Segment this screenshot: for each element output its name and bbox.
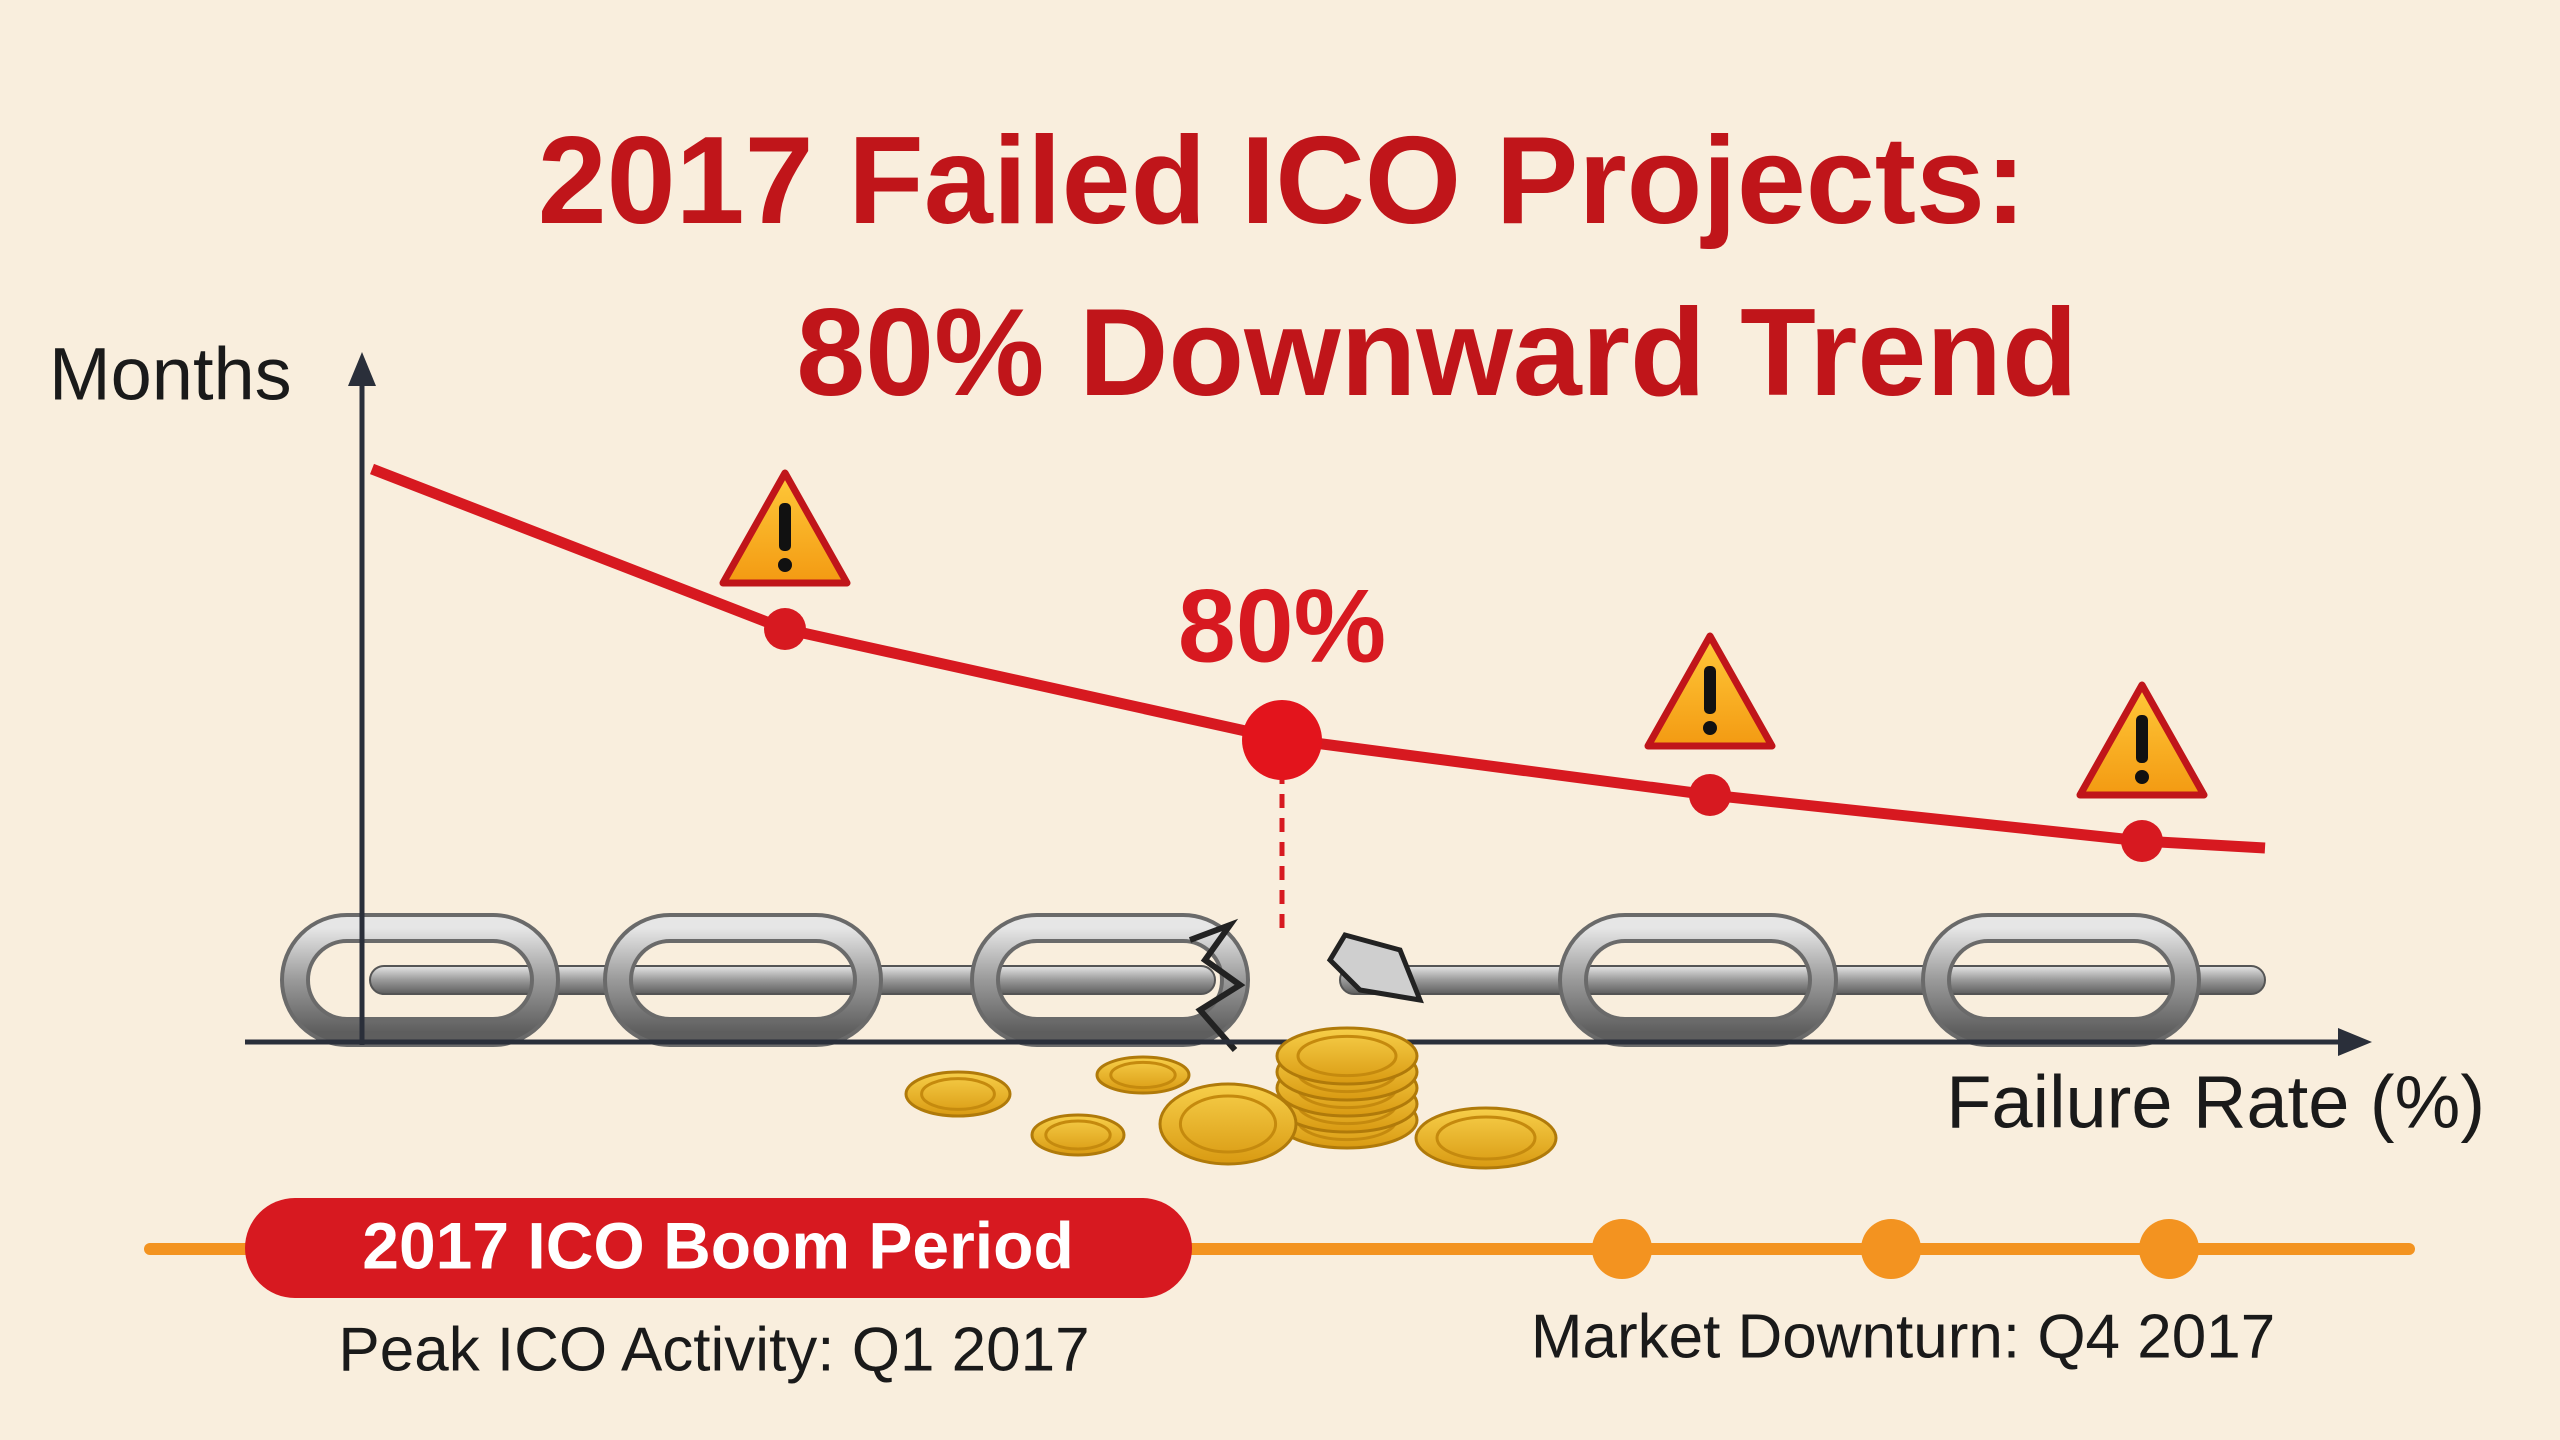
highlight-point — [1242, 700, 1322, 780]
x-axis-arrow — [2338, 1028, 2372, 1056]
chain-link-shine — [1925, 917, 2197, 1043]
chain-link-shine — [607, 917, 879, 1043]
y-axis-arrow — [348, 352, 376, 386]
callout-label: 80% — [1178, 568, 1386, 684]
coin-rim — [1109, 1060, 1177, 1090]
chain — [280, 913, 2266, 1052]
break-left — [1188, 918, 1246, 1052]
start-note: Peak ICO Activity: Q1 2017 — [338, 1315, 1089, 1384]
chain-bar — [369, 965, 1216, 995]
coin-rim — [1178, 1094, 1278, 1154]
warnings — [719, 469, 2208, 799]
trend-point — [764, 608, 806, 650]
chain-link-shine — [1562, 917, 1834, 1043]
warning-bar — [2136, 715, 2148, 763]
chain-bar — [1339, 965, 2266, 995]
period-label: 2017 ICO Boom Period — [362, 1208, 1074, 1282]
title-line-1: 2017 Failed ICO Projects: — [538, 112, 2027, 250]
title-line-2: 80% Downward Trend — [796, 284, 2078, 422]
period-pill — [245, 1198, 1192, 1298]
warning-dot — [2135, 770, 2149, 784]
y-axis-label: Months — [49, 333, 292, 416]
warning-bar — [1704, 666, 1716, 714]
warning-dot — [778, 558, 792, 572]
warning-dot — [1703, 721, 1717, 735]
coin-rim — [1296, 1034, 1398, 1078]
end-note: Market Downturn: Q4 2017 — [1531, 1302, 2275, 1371]
trend-point — [2121, 820, 2163, 862]
coins — [904, 1026, 1558, 1170]
timeline-marker — [1592, 1219, 1652, 1279]
warning-bar — [779, 503, 791, 551]
coin-rim — [1435, 1115, 1537, 1161]
x-axis-label: Failure Rate (%) — [1946, 1061, 2485, 1144]
trend-point — [1689, 774, 1731, 816]
coin-rim — [1044, 1119, 1112, 1151]
coin-rim — [920, 1077, 996, 1111]
break-right — [1326, 932, 1424, 1004]
chain-link-shine — [284, 917, 556, 1043]
timeline-marker — [2139, 1219, 2199, 1279]
timeline-marker — [1861, 1219, 1921, 1279]
